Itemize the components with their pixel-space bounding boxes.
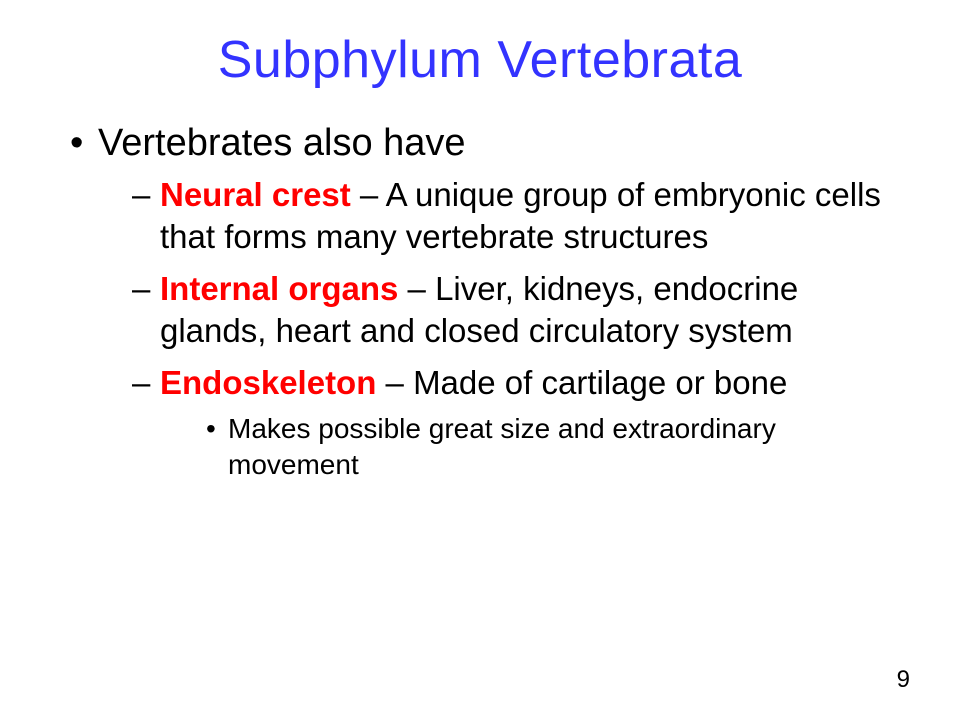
term-endoskeleton: Endoskeleton bbox=[160, 364, 376, 401]
bullet-list-level3: Makes possible great size and extraordin… bbox=[160, 411, 910, 483]
list-item-level2: Internal organs – Liver, kidneys, endocr… bbox=[132, 268, 910, 352]
term-internal-organs: Internal organs bbox=[160, 270, 398, 307]
sub-endoskeleton: Makes possible great size and extraordin… bbox=[228, 413, 776, 480]
desc-endoskeleton: – Made of cartilage or bone bbox=[376, 364, 787, 401]
level1-text: Vertebrates also have bbox=[98, 122, 466, 164]
slide: Subphylum Vertebrata Vertebrates also ha… bbox=[0, 0, 960, 720]
bullet-list-level1: Vertebrates also have Neural crest – A u… bbox=[40, 120, 920, 482]
list-item-level1: Vertebrates also have Neural crest – A u… bbox=[70, 120, 910, 482]
list-item-level2: Endoskeleton – Made of cartilage or bone… bbox=[132, 362, 910, 482]
list-item-level3: Makes possible great size and extraordin… bbox=[206, 411, 910, 483]
list-item-level2: Neural crest – A unique group of embryon… bbox=[132, 174, 910, 258]
page-number: 9 bbox=[897, 666, 910, 694]
slide-title: Subphylum Vertebrata bbox=[40, 30, 920, 90]
term-neural-crest: Neural crest bbox=[160, 176, 351, 213]
bullet-list-level2: Neural crest – A unique group of embryon… bbox=[98, 174, 910, 483]
